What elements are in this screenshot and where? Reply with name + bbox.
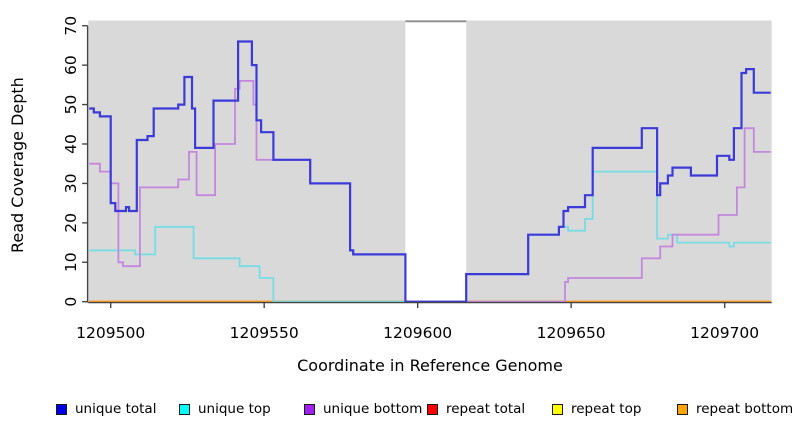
y-tick-label: 0 (62, 297, 80, 307)
y-tick-label: 50 (62, 95, 80, 115)
y-tick-label: 40 (62, 134, 80, 154)
legend-label: repeat bottom (696, 401, 792, 417)
x-tick-label: 1209500 (76, 324, 145, 342)
x-tick-label: 1209600 (383, 324, 452, 342)
legend-item-repeat-total: repeat total (427, 401, 525, 417)
legend-item-repeat-top: repeat top (552, 401, 641, 417)
x-axis-title: Coordinate in Reference Genome (297, 356, 563, 375)
legend-label: unique bottom (323, 401, 423, 417)
x-tick-label: 1209700 (690, 324, 759, 342)
legend-label: repeat total (446, 401, 526, 417)
legend-item-unique-top: unique top (179, 401, 271, 417)
y-tick-label: 10 (62, 252, 80, 272)
y-tick-label: 60 (62, 55, 80, 75)
x-tick-label: 1209650 (537, 324, 606, 342)
legend-item-unique-bottom: unique bottom (304, 401, 422, 417)
legend-swatch-icon (552, 403, 563, 415)
y-tick-label: 70 (62, 16, 80, 36)
series-line-unique-total (89, 40, 771, 303)
legend-swatch-icon (677, 403, 688, 415)
legend-swatch-icon (304, 403, 315, 415)
x-tick-label: 1209550 (230, 324, 299, 342)
masked-region (405, 20, 467, 303)
legend-label: repeat top (571, 401, 642, 417)
legend-swatch-icon (427, 403, 438, 415)
legend-swatch-icon (56, 403, 67, 415)
y-axis-title: Read Coverage Depth (8, 77, 27, 253)
legend-label: unique top (198, 401, 271, 417)
legend-item-unique-total: unique total (56, 401, 156, 417)
y-tick-label: 30 (62, 174, 80, 194)
y-tick-label: 20 (62, 213, 80, 233)
legend-swatch-icon (179, 403, 190, 415)
legend-label: unique total (75, 401, 157, 417)
legend-item-repeat-bottom: repeat bottom (677, 401, 792, 417)
